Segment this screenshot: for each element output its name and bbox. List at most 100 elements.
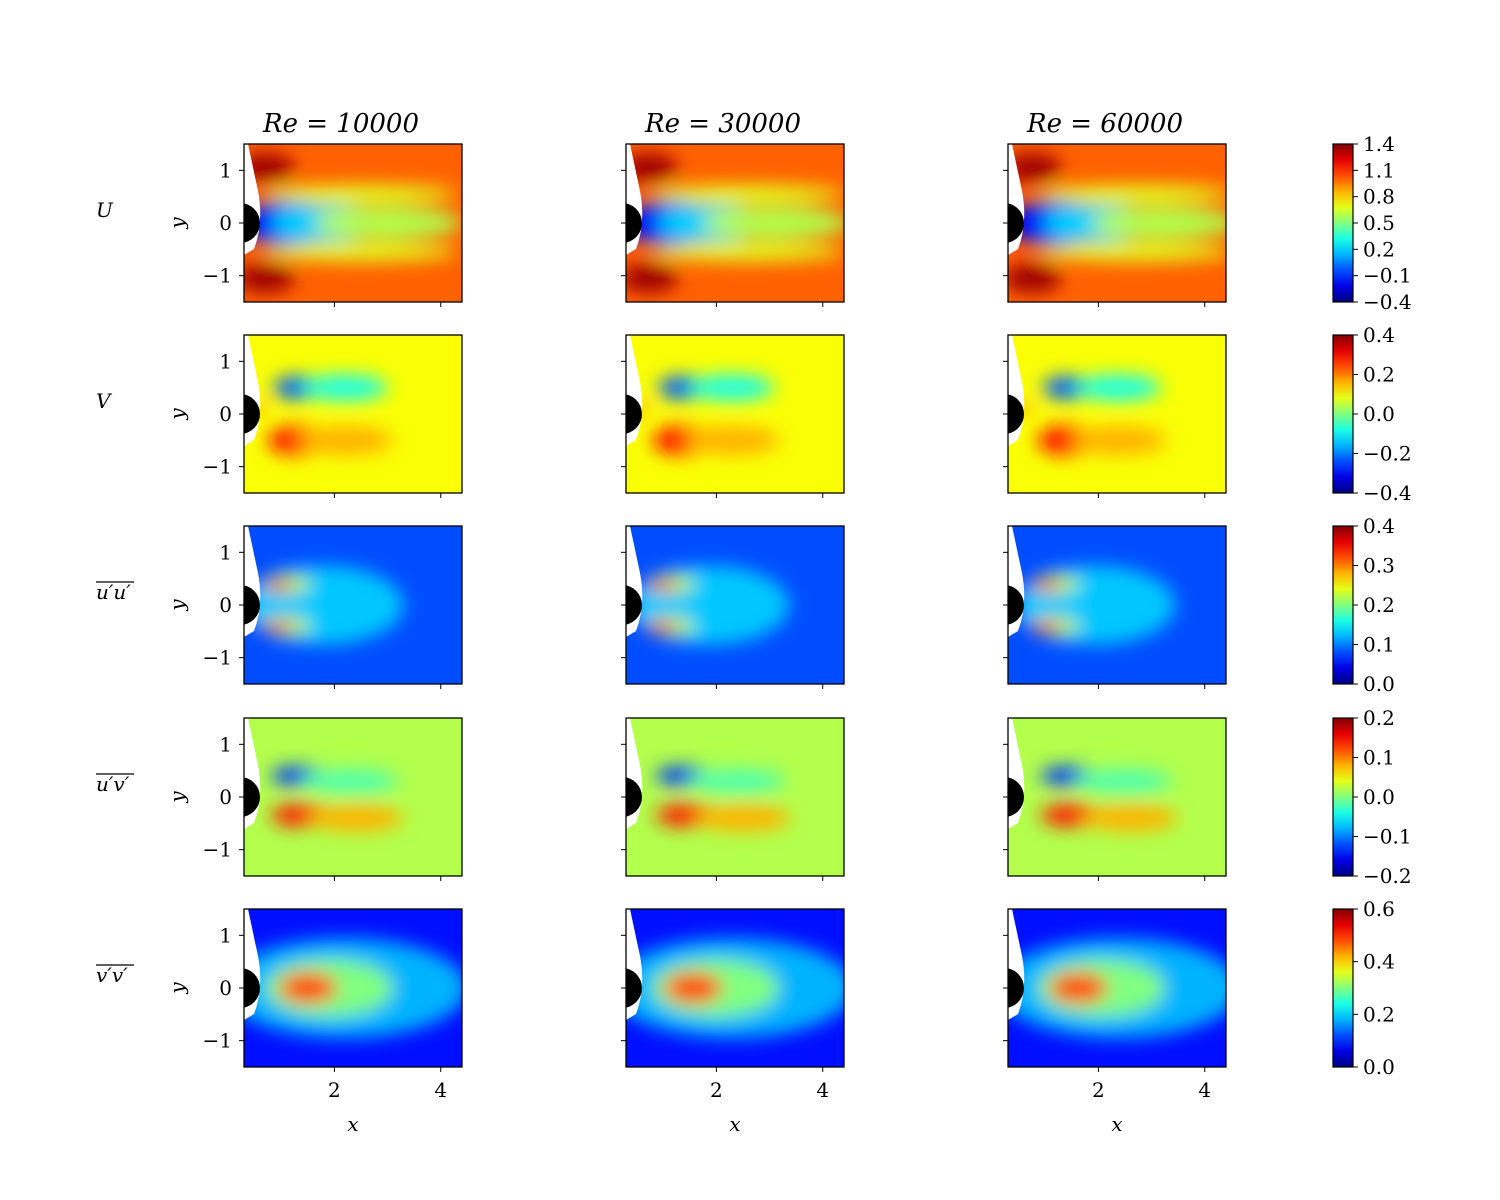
field-blob	[626, 263, 678, 294]
field-background	[244, 718, 462, 876]
colorbar-V: 0.4 0.2 0.0 −0.2 −0.4	[1332, 323, 1412, 505]
y-tick-label: 1	[219, 923, 232, 947]
field-blob	[663, 972, 723, 1004]
panel-U-re10000: 1 0 −1 y Re = 10000	[165, 109, 463, 307]
row-label-vv: v′v′	[96, 963, 128, 987]
colorbar-uv: 0.2 0.1 0.0 −0.1 −0.2	[1332, 706, 1412, 888]
colorbar-gradient	[1332, 908, 1354, 1068]
panel-uv-re10000: 1 0 −1 y	[165, 717, 463, 881]
cylinder	[1008, 777, 1024, 817]
field-background	[626, 718, 844, 876]
colorbar-gradient	[1332, 717, 1354, 877]
field-blob	[265, 184, 457, 204]
field-blob	[1082, 804, 1178, 832]
cylinder	[1008, 585, 1024, 625]
colorbar-tick-label: 0.8	[1363, 185, 1395, 209]
y-tick-label: −1	[203, 838, 232, 862]
field-background	[1008, 718, 1226, 876]
y-axis-label: y	[165, 408, 189, 421]
cylinder	[244, 203, 260, 243]
field-blob	[297, 425, 393, 456]
colorbar-uu: 0.4 0.3 0.2 0.1 0.0	[1332, 514, 1395, 696]
x-tick-label: 2	[1092, 1078, 1105, 1102]
field-blob	[689, 769, 786, 793]
colorbar-tick-label: 0.4	[1363, 514, 1395, 538]
y-tick-label: 0	[219, 593, 232, 617]
colorbar-tick-label: 0.4	[1363, 950, 1395, 974]
cylinder	[1008, 203, 1024, 243]
panel-vv-re10000: 1 0 −1 2 4 y x	[165, 908, 463, 1136]
colorbar-U: 1.41.1 0.80.50.2 −0.1−0.4	[1332, 132, 1412, 314]
colorbar-tick-label: 0.2	[1363, 1002, 1395, 1026]
field-blob	[1070, 425, 1167, 456]
colorbar-gradient	[1332, 143, 1354, 303]
field-blob	[261, 579, 296, 591]
colorbar-tick-label: 0.0	[1363, 402, 1395, 426]
panel-V-re30000	[621, 334, 845, 498]
field-blob	[1029, 621, 1064, 633]
y-axis-label: y	[165, 217, 189, 230]
field-background	[1008, 335, 1226, 493]
row-label-V: V	[96, 389, 113, 413]
field-background	[626, 335, 844, 493]
field-blob	[683, 425, 780, 456]
field-blob	[302, 374, 388, 401]
y-tick-label: 0	[219, 976, 232, 1000]
colorbar-tick-label: 0.4	[1363, 323, 1395, 347]
field-blob	[645, 621, 680, 633]
field-blob	[1008, 152, 1062, 183]
cylinder	[626, 203, 642, 243]
cylinder	[1008, 394, 1024, 434]
x-axis-label: x	[729, 1112, 740, 1136]
field-blob	[626, 152, 678, 183]
colorbar-tick-label: 0.5	[1363, 211, 1395, 235]
x-tick-label: 4	[1198, 1078, 1211, 1102]
cylinder	[244, 585, 260, 625]
column-title: Re = 10000	[262, 109, 419, 139]
field-blob	[1089, 207, 1226, 239]
y-tick-label: 0	[219, 211, 232, 235]
colorbar-tick-label: 0.3	[1363, 554, 1395, 578]
colorbar-tick-label: 0.1	[1363, 746, 1395, 770]
field-blob	[302, 769, 399, 793]
colorbar-tick-label: −0.2	[1363, 864, 1412, 888]
field-blob	[1029, 579, 1064, 591]
field-blob	[701, 207, 844, 239]
colorbar-tick-label: 0.6	[1363, 897, 1395, 921]
colorbar-tick-label: 0.0	[1363, 1055, 1395, 1079]
colorbar-tick-label: 0.1	[1363, 633, 1395, 657]
field-blob	[1042, 376, 1091, 400]
y-axis-label: y	[165, 791, 189, 804]
column-title: Re = 60000	[1026, 109, 1183, 139]
y-axis-label: y	[165, 982, 189, 995]
panel-uu-re10000: 1 0 −1 y	[165, 525, 463, 689]
panel-vv-re30000: 2 4 x	[621, 908, 845, 1136]
panel-uu-re60000	[1003, 525, 1227, 689]
colorbar-tick-label: 1.1	[1363, 158, 1395, 182]
cylinder	[626, 777, 642, 817]
colorbar-tick-label: −0.4	[1363, 290, 1412, 314]
y-tick-label: 1	[219, 158, 232, 182]
panel-uv-re60000	[1003, 717, 1227, 881]
x-tick-label: 2	[710, 1078, 723, 1102]
y-tick-label: −1	[203, 1029, 232, 1053]
field-blob	[261, 621, 296, 633]
field-background	[244, 335, 462, 493]
field-blob	[265, 242, 457, 262]
field-blob	[1039, 184, 1226, 204]
row-label-U: U	[96, 198, 114, 222]
y-tick-label: −1	[203, 646, 232, 670]
panel-uv-re30000	[621, 717, 845, 881]
row-label-uu: u′u′	[96, 580, 131, 604]
x-tick-label: 2	[328, 1078, 341, 1102]
colorbar-tick-label: 1.4	[1363, 132, 1395, 156]
field-blob	[244, 263, 295, 294]
colorbar-gradient	[1332, 334, 1354, 494]
panel-vv-re60000: 2 4 x	[1003, 908, 1227, 1136]
y-tick-label: −1	[203, 264, 232, 288]
panel-V-re60000	[1003, 334, 1227, 498]
colorbar-tick-label: 0.2	[1363, 363, 1395, 387]
y-tick-label: 0	[219, 785, 232, 809]
cylinder	[244, 968, 260, 1008]
